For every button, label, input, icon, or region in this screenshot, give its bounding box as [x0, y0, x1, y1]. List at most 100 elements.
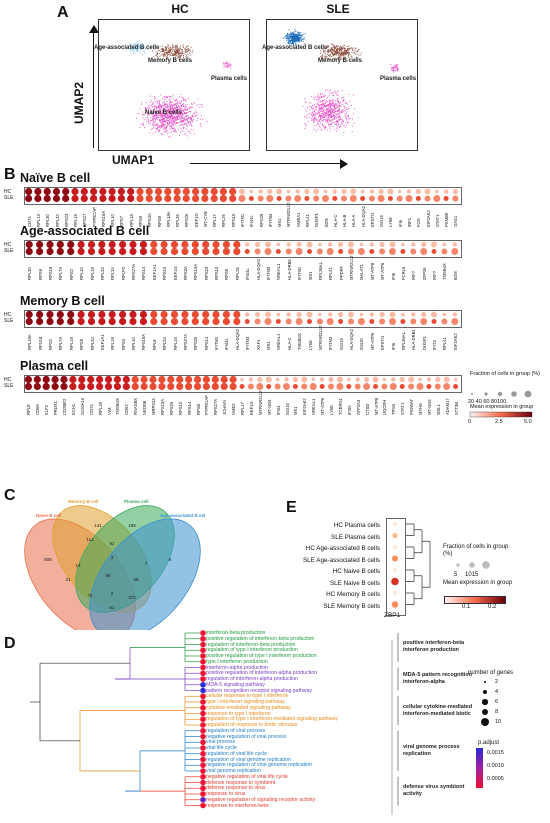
- dot-sle-2-14: [170, 317, 179, 326]
- gene-label-2-0: RPL18A: [27, 334, 33, 350]
- go-term-4-2: defense response to virus: [206, 785, 266, 792]
- b-size-legend-dot-0: [471, 393, 473, 395]
- gene-label-2-33: MT-ATP6: [369, 332, 375, 350]
- umap2-axis-label: UMAP2: [72, 81, 87, 125]
- gene-label-1-25: HLA-DRB5: [286, 259, 292, 280]
- dot-hc-2-18: [212, 310, 220, 319]
- gene-label-1-16: RPS15A: [193, 263, 199, 280]
- dot-sle-2-21: [244, 319, 250, 324]
- dot-hc-1-19: [222, 240, 230, 249]
- go-dot-4-5: [200, 802, 206, 809]
- dot-sle-1-30: [338, 249, 344, 254]
- dot-hc-3-17: [176, 375, 184, 384]
- dot-sle-1-35: [389, 248, 396, 255]
- gene-label-2-4: RPL19: [68, 337, 74, 350]
- b-size-legend-dot-2: [497, 391, 503, 397]
- dot-hc-1-22: [255, 241, 261, 248]
- dot-hc-0-13: [145, 187, 153, 196]
- gene-label-3-44: MYH9: [418, 403, 423, 415]
- dot-hc-2-24: [276, 312, 281, 317]
- go-term-0-0: interferon-beta production: [206, 630, 266, 636]
- dot-sle-3-41: [389, 383, 397, 390]
- go-term-3-7: viral genome replication: [206, 768, 261, 774]
- dotplot-title-0: Naïve B cell: [20, 171, 91, 185]
- dot-sle-2-35: [389, 318, 396, 325]
- gene-label-3-43: PIGWAT: [409, 398, 415, 415]
- dot-hc-2-3: [56, 310, 64, 319]
- dot-hc-3-19: [193, 375, 202, 384]
- e-row-label-5: SLE Naive B cells: [329, 579, 380, 587]
- go-dot-2-1: [200, 699, 206, 705]
- dot-hc-0-32: [323, 189, 328, 194]
- dot-hc-2-5: [77, 310, 85, 319]
- gene-label-3-45: MT-ND3: [426, 399, 432, 415]
- go-term-2-4: regulation of type I interferon-mediated…: [206, 716, 338, 723]
- gene-label-3-39: MT-ATP8: [373, 397, 379, 415]
- dot-sle-1-34: [379, 248, 386, 255]
- dot-hc-2-1: [36, 310, 44, 319]
- dot-sle-1-29: [326, 248, 334, 255]
- e-dot-4: [392, 567, 398, 573]
- dot-hc-3-35: [336, 376, 343, 383]
- gene-label-2-5: RPS9: [79, 339, 85, 350]
- venn-set-label-0: Naive B cell: [36, 513, 61, 518]
- gene-label-3-15: RPS15A: [159, 398, 165, 415]
- d-size-legend-dot-4: [481, 718, 489, 726]
- dot-sle-1-21: [244, 249, 250, 254]
- dot-hc-2-36: [401, 312, 405, 317]
- gene-label-0-25: RPS29: [258, 213, 264, 227]
- dot-sle-3-8: [96, 382, 104, 391]
- dot-hc-3-39: [372, 376, 379, 383]
- gene-label-3-24: RPL17: [240, 402, 245, 415]
- sle-umap-scatter: [282, 29, 399, 133]
- row-label-hc-3: HC: [4, 377, 12, 383]
- dot-hc-1-32: [359, 242, 364, 247]
- dot-hc-3-47: [443, 376, 450, 383]
- dot-sle-0-2: [43, 194, 51, 203]
- go-dot-0-0: [200, 630, 206, 636]
- dot-hc-2-8: [108, 310, 116, 319]
- dot-hc-2-40: [442, 312, 447, 317]
- dot-sle-0-1: [34, 194, 42, 203]
- dot-sle-0-18: [192, 194, 200, 203]
- gene-label-2-17: RPS14: [203, 336, 209, 350]
- dot-hc-2-6: [87, 310, 96, 319]
- dot-hc-2-12: [150, 310, 158, 319]
- go-cluster-label-2: cellular cytokine-mediated interferon-me…: [403, 703, 473, 717]
- dot-hc-2-37: [411, 312, 416, 317]
- dot-hc-1-16: [191, 240, 199, 249]
- gene-label-3-12: RNASEK: [133, 397, 139, 415]
- venn-count-6: 14: [75, 563, 81, 568]
- dot-sle-1-20: [233, 247, 241, 256]
- dot-sle-0-13: [145, 194, 153, 203]
- gene-label-1-15: RPS3A: [182, 266, 188, 280]
- gene-label-1-34: MT-ATP6: [380, 262, 386, 280]
- dot-hc-1-30: [338, 241, 344, 248]
- gene-label-3-20: PTPRCAP: [204, 395, 210, 415]
- dot-sle-3-2: [42, 382, 50, 391]
- dot-sle-3-38: [363, 383, 371, 390]
- gene-label-0-19: MT-CYB: [202, 211, 208, 227]
- gene-label-1-11: RPS14: [141, 266, 147, 280]
- dot-sle-0-41: [405, 195, 413, 202]
- go-dot-3-7: [200, 768, 206, 774]
- gene-label-0-30: RPL41: [304, 214, 310, 227]
- dot-sle-3-3: [51, 382, 59, 391]
- gene-label-1-12: EEF1A1: [151, 264, 157, 280]
- dot-sle-0-8: [99, 194, 107, 203]
- dot-sle-1-17: [202, 247, 210, 256]
- gene-label-3-30: MX1: [293, 406, 299, 415]
- b-mean-tick-1: 2.5: [495, 419, 503, 425]
- gene-label-1-37: IRF7: [411, 270, 417, 280]
- dot-sle-3-33: [319, 384, 325, 389]
- gene-label-3-8: RPL18: [97, 402, 103, 415]
- dot-sle-2-30: [338, 319, 344, 324]
- dotplot-dots-0: [25, 187, 459, 203]
- dot-hc-2-7: [98, 310, 106, 319]
- dot-sle-2-1: [36, 317, 44, 326]
- dot-sle-2-12: [150, 317, 158, 326]
- dot-hc-3-6: [78, 375, 86, 384]
- sle-umap-title: SLE: [326, 2, 350, 16]
- b-mean-tick-2: 5.0: [524, 419, 532, 425]
- dot-hc-3-42: [399, 376, 405, 383]
